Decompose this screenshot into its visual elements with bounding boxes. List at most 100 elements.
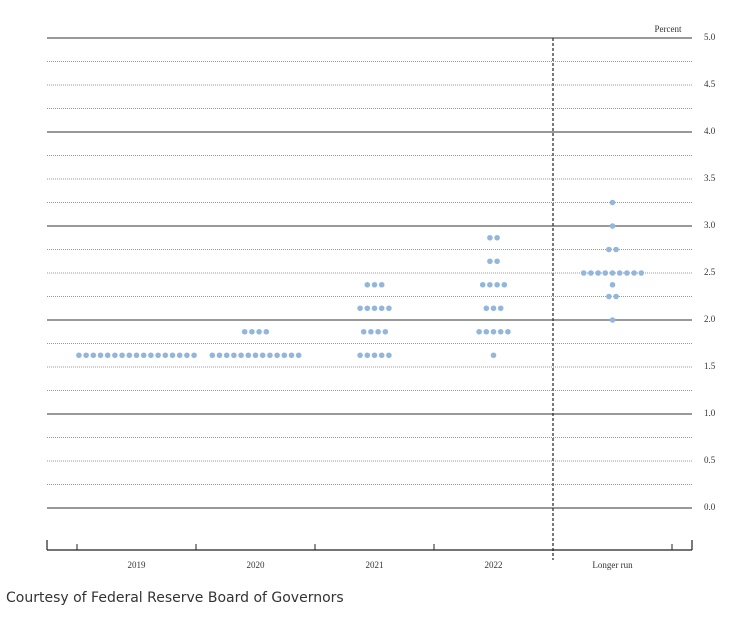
dot xyxy=(364,352,371,359)
y-tick-label: 0.5 xyxy=(704,455,716,465)
dot xyxy=(609,270,616,276)
y-tick-label: 1.0 xyxy=(704,408,716,418)
dot xyxy=(155,352,161,359)
dot xyxy=(259,352,266,359)
dot xyxy=(483,328,490,335)
dot xyxy=(364,305,371,312)
dot xyxy=(606,293,612,300)
dot xyxy=(281,352,288,359)
dot xyxy=(267,352,273,359)
y-axis-label: Percent xyxy=(655,24,682,34)
dot xyxy=(501,281,508,288)
dot xyxy=(245,352,252,359)
dot xyxy=(223,352,230,359)
dot xyxy=(252,352,259,359)
x-tick-label: 2020 xyxy=(247,560,266,570)
dot xyxy=(595,270,601,276)
dot xyxy=(357,352,363,359)
y-tick-label: 2.0 xyxy=(704,314,716,324)
dot xyxy=(76,352,82,359)
y-tick-label: 4.5 xyxy=(704,79,716,89)
dot xyxy=(364,281,371,288)
x-tick-label: 2021 xyxy=(366,560,384,570)
dot xyxy=(479,281,486,288)
dot xyxy=(104,352,111,359)
y-tick-label: 1.5 xyxy=(704,361,716,371)
dot xyxy=(588,270,594,276)
dot xyxy=(580,270,587,276)
dot xyxy=(191,352,197,359)
dot xyxy=(256,328,262,335)
dot xyxy=(119,352,125,359)
dot xyxy=(631,270,637,276)
dot xyxy=(162,352,169,359)
dot xyxy=(378,281,385,288)
caption: Courtesy of Federal Reserve Board of Gov… xyxy=(6,590,344,606)
x-tick-label: 2022 xyxy=(485,560,503,570)
dot xyxy=(609,281,616,288)
dot xyxy=(360,328,367,335)
dot xyxy=(497,328,504,335)
dot xyxy=(497,305,504,312)
dot xyxy=(382,328,389,335)
dot xyxy=(606,246,612,253)
dot xyxy=(238,352,244,359)
y-tick-label: 0.0 xyxy=(704,502,716,512)
dot xyxy=(140,352,147,359)
y-tick-label: 3.0 xyxy=(704,220,716,230)
y-tick-label: 4.0 xyxy=(704,126,716,136)
dot xyxy=(609,317,616,323)
dot xyxy=(613,246,619,253)
dot xyxy=(371,352,378,359)
dot xyxy=(490,305,497,312)
dot xyxy=(97,352,104,359)
dot xyxy=(476,328,482,335)
dot xyxy=(386,305,392,312)
dot xyxy=(483,305,490,312)
y-tick-label: 5.0 xyxy=(704,32,716,42)
dot xyxy=(609,223,616,229)
dot xyxy=(241,328,248,335)
dot xyxy=(169,352,176,359)
dot xyxy=(184,352,190,359)
y-tick-label: 3.5 xyxy=(704,173,716,183)
dot xyxy=(133,352,140,359)
dot xyxy=(371,281,378,288)
dot xyxy=(638,270,645,276)
dot xyxy=(386,352,392,359)
dot xyxy=(378,305,385,312)
dot xyxy=(494,281,500,288)
dot xyxy=(176,352,183,359)
dot xyxy=(368,328,374,335)
dot xyxy=(357,305,363,312)
dot xyxy=(613,293,619,300)
dot xyxy=(288,352,295,359)
dot xyxy=(375,328,381,335)
dot xyxy=(295,352,302,359)
dot xyxy=(274,352,280,359)
dot xyxy=(209,352,216,359)
dot xyxy=(487,258,493,265)
y-tick-label: 2.5 xyxy=(704,267,716,277)
dot xyxy=(263,328,270,335)
dot xyxy=(505,328,511,335)
dot xyxy=(494,234,500,241)
dot xyxy=(216,352,223,359)
dot xyxy=(487,234,493,241)
dot xyxy=(249,328,255,335)
dot xyxy=(624,270,630,276)
dot xyxy=(90,352,97,359)
dot xyxy=(490,328,497,335)
dot xyxy=(371,305,378,312)
dot xyxy=(378,352,385,359)
dot xyxy=(487,281,493,288)
dot xyxy=(494,258,500,265)
dot xyxy=(609,199,616,206)
dot xyxy=(148,352,154,359)
x-tick-label: Longer run xyxy=(592,560,633,570)
chart: Percent 0.0 0.5 1.0 1.5 2.0 2.5 3.0 3.5 4.0 4.5 5.… xyxy=(46,24,716,570)
dot xyxy=(616,270,623,276)
dot xyxy=(231,352,237,359)
x-tick-label: 2019 xyxy=(128,560,147,570)
